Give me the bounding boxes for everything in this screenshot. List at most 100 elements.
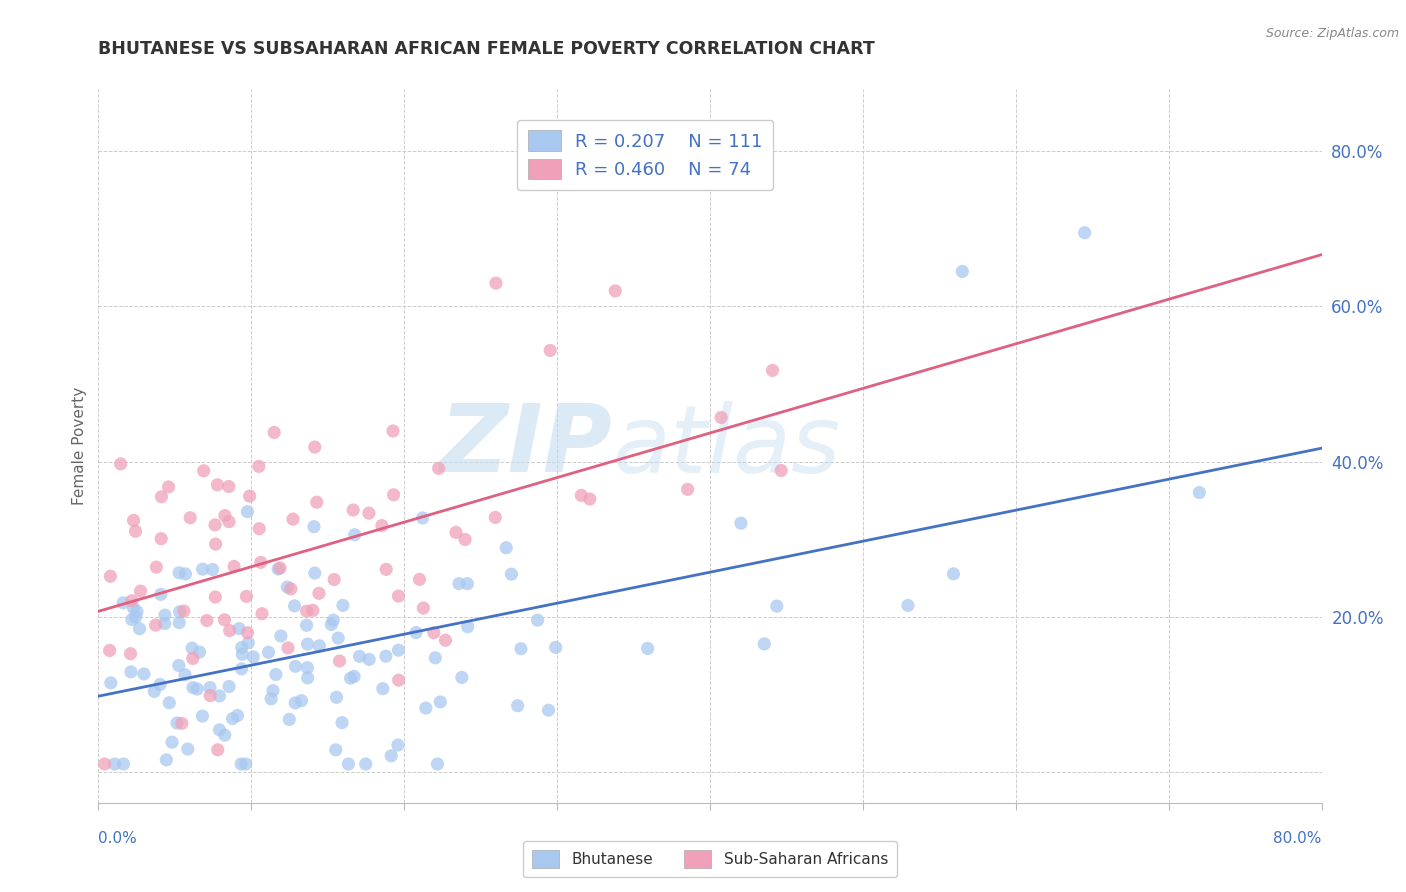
Point bbox=[349, 649, 371, 664]
Point bbox=[214, 728, 236, 742]
Point bbox=[231, 757, 253, 772]
Point bbox=[236, 505, 259, 519]
Point bbox=[204, 537, 226, 551]
Point bbox=[290, 693, 312, 707]
Point bbox=[276, 580, 298, 594]
Point bbox=[231, 662, 253, 676]
Point bbox=[710, 410, 733, 425]
Point bbox=[423, 625, 446, 640]
Point bbox=[281, 512, 304, 526]
Point bbox=[167, 615, 190, 630]
Point bbox=[380, 748, 402, 763]
Point bbox=[122, 601, 145, 615]
Point bbox=[167, 566, 190, 580]
Point bbox=[160, 735, 183, 749]
Point bbox=[343, 527, 366, 541]
Point bbox=[100, 676, 122, 690]
Point bbox=[387, 643, 409, 657]
Point bbox=[247, 522, 270, 536]
Point bbox=[330, 715, 353, 730]
Point bbox=[405, 625, 427, 640]
Point bbox=[425, 650, 447, 665]
Point bbox=[181, 641, 204, 656]
Point bbox=[235, 590, 257, 604]
Point bbox=[942, 566, 965, 581]
Point bbox=[295, 604, 318, 618]
Point bbox=[166, 716, 188, 731]
Point bbox=[332, 599, 354, 613]
Point bbox=[155, 753, 177, 767]
Point bbox=[485, 276, 508, 290]
Point bbox=[157, 696, 180, 710]
Point bbox=[325, 690, 347, 705]
Point bbox=[214, 613, 236, 627]
Text: Source: ZipAtlas.com: Source: ZipAtlas.com bbox=[1265, 27, 1399, 40]
Point bbox=[269, 561, 291, 575]
Point bbox=[174, 566, 197, 581]
Point bbox=[308, 586, 330, 600]
Point bbox=[305, 495, 328, 509]
Point bbox=[544, 640, 567, 655]
Point bbox=[264, 667, 287, 681]
Point bbox=[283, 599, 305, 613]
Point bbox=[128, 622, 150, 636]
Point bbox=[124, 524, 146, 539]
Point bbox=[605, 284, 627, 298]
Point bbox=[371, 518, 394, 533]
Point bbox=[193, 464, 215, 478]
Point bbox=[278, 713, 301, 727]
Point bbox=[231, 640, 253, 655]
Point bbox=[280, 582, 302, 596]
Text: ZIP: ZIP bbox=[439, 400, 612, 492]
Point bbox=[434, 633, 457, 648]
Point bbox=[238, 636, 260, 650]
Point bbox=[181, 651, 204, 665]
Point bbox=[145, 560, 167, 574]
Point bbox=[374, 649, 396, 664]
Point bbox=[322, 613, 344, 627]
Text: 0.0%: 0.0% bbox=[98, 831, 138, 846]
Point bbox=[121, 613, 143, 627]
Point bbox=[766, 599, 789, 614]
Point bbox=[207, 743, 229, 757]
Point bbox=[121, 594, 143, 608]
Point bbox=[382, 424, 405, 438]
Point bbox=[284, 659, 307, 673]
Point bbox=[169, 605, 191, 619]
Point bbox=[754, 637, 776, 651]
Point bbox=[457, 620, 479, 634]
Point bbox=[297, 637, 319, 651]
Text: atlas: atlas bbox=[612, 401, 841, 491]
Point bbox=[179, 510, 201, 524]
Point bbox=[98, 643, 121, 657]
Point bbox=[149, 677, 172, 691]
Point bbox=[239, 489, 262, 503]
Point bbox=[195, 614, 218, 628]
Point bbox=[387, 738, 409, 752]
Point bbox=[222, 559, 245, 574]
Point bbox=[450, 670, 472, 684]
Point bbox=[509, 641, 531, 656]
Point bbox=[231, 647, 253, 661]
Point bbox=[167, 658, 190, 673]
Point bbox=[181, 681, 204, 695]
Point bbox=[149, 587, 172, 601]
Point bbox=[221, 712, 243, 726]
Point bbox=[170, 716, 193, 731]
Point bbox=[308, 639, 330, 653]
Point bbox=[297, 671, 319, 685]
Legend: Bhutanese, Sub-Saharan Africans: Bhutanese, Sub-Saharan Africans bbox=[523, 841, 897, 877]
Point bbox=[228, 622, 250, 636]
Point bbox=[104, 757, 127, 772]
Point bbox=[297, 661, 319, 675]
Y-axis label: Female Poverty: Female Poverty bbox=[72, 387, 87, 505]
Point bbox=[250, 607, 273, 621]
Point bbox=[204, 517, 226, 532]
Point bbox=[388, 673, 411, 687]
Point bbox=[447, 576, 470, 591]
Point bbox=[676, 483, 699, 497]
Point bbox=[132, 667, 155, 681]
Point bbox=[262, 683, 284, 698]
Point bbox=[218, 680, 240, 694]
Point bbox=[429, 695, 451, 709]
